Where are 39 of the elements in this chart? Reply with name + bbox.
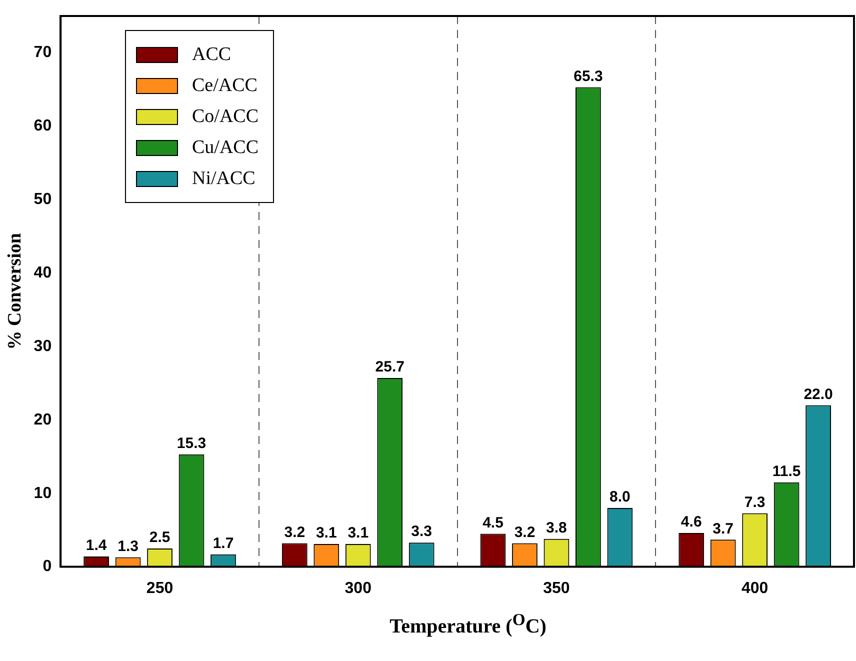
data-label: 1.7 xyxy=(212,534,234,552)
data-label: 3.2 xyxy=(514,524,536,541)
y-tick-label: 50 xyxy=(34,191,52,208)
data-label: 3.1 xyxy=(348,524,369,542)
data-label: 22.0 xyxy=(804,386,833,403)
data-label: 15.3 xyxy=(176,435,206,452)
data-label: 3.2 xyxy=(284,524,306,541)
data-label: 65.3 xyxy=(574,68,603,85)
y-tick-label: 0 xyxy=(42,558,52,576)
y-axis-title: % Conversion xyxy=(4,232,26,350)
y-tick-label: 40 xyxy=(34,264,52,282)
x-tick-label: 350 xyxy=(543,580,570,597)
data-label: 8.0 xyxy=(610,488,630,506)
data-label: 3.3 xyxy=(411,523,432,540)
x-tick-label: 250 xyxy=(146,580,174,597)
data-label: 3.7 xyxy=(712,520,734,538)
data-label: 3.1 xyxy=(316,524,337,542)
y-tick-label: 20 xyxy=(34,411,52,428)
data-label: 4.5 xyxy=(482,514,504,532)
data-label: 1.3 xyxy=(118,538,138,555)
data-label: 4.6 xyxy=(680,514,702,531)
legend-label: Ce/ACC xyxy=(192,74,258,96)
data-label: 3.8 xyxy=(546,520,567,537)
data-label: 7.3 xyxy=(744,494,766,511)
legend-label: Ni/ACC xyxy=(192,168,256,190)
data-label: 25.7 xyxy=(375,358,404,376)
data-label: 2.5 xyxy=(149,529,170,546)
y-tick-label: 30 xyxy=(34,338,52,355)
legend-label: ACC xyxy=(192,44,232,66)
legend-label: Co/ACC xyxy=(192,106,259,128)
y-tick-label: 70 xyxy=(34,44,52,62)
data-label: 11.5 xyxy=(772,462,801,480)
x-axis-title: Temperature ($^{O}$C) xyxy=(388,610,548,639)
legend-label: Cu/ACC xyxy=(192,136,259,158)
y-tick-label: 10 xyxy=(34,484,52,502)
y-tick-label: 60 xyxy=(34,118,52,135)
data-label: 1.4 xyxy=(86,537,108,554)
x-tick-label: 400 xyxy=(741,580,768,597)
x-tick-label: 300 xyxy=(344,580,372,597)
